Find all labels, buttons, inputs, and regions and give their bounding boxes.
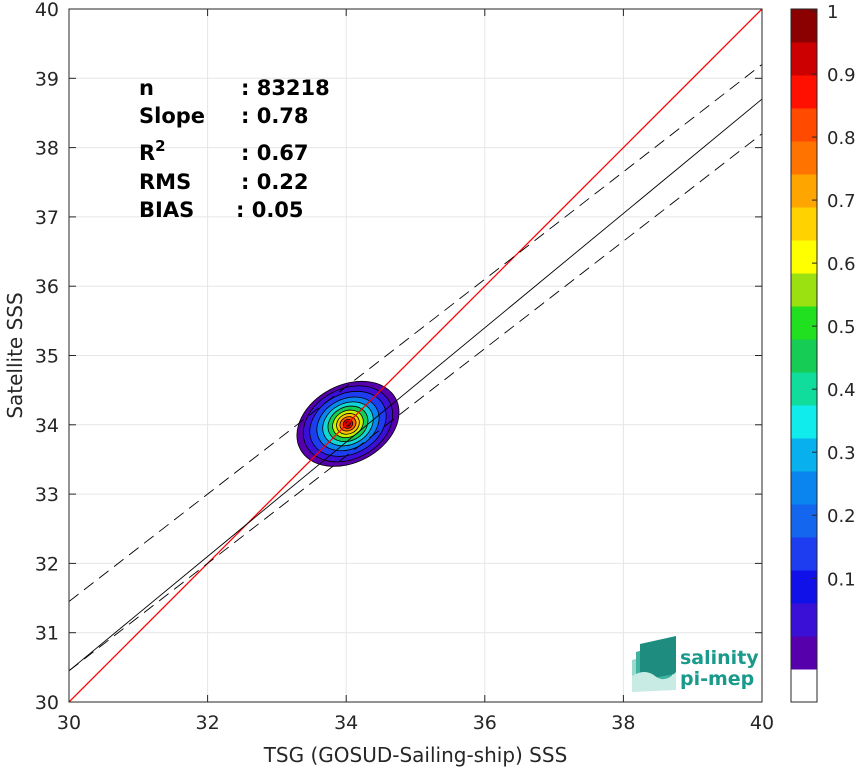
y-tick-label: 39 [35, 68, 59, 90]
logo-line1: salinity [680, 647, 759, 669]
colorbar-segment [791, 603, 817, 637]
stat-label-rms: RMS [139, 170, 191, 194]
colorbar-segment [791, 240, 817, 274]
y-tick-label: 40 [35, 0, 59, 21]
x-tick-label: 32 [196, 712, 220, 734]
stat-label-bias: BIAS [139, 198, 194, 222]
colorbar-label: 0.9 [827, 65, 856, 86]
x-tick-label: 34 [334, 712, 358, 734]
colorbar-segment [791, 669, 817, 703]
x-tick-label: 40 [750, 712, 774, 734]
y-axis: 30 31 32 33 34 35 36 37 38 39 40 [35, 0, 762, 714]
statistics-box: n : 83218 Slope : 0.78 R2 : 0.67 RMS : 0.22 BIAS… [139, 76, 330, 222]
y-tick-label: 31 [35, 623, 59, 645]
y-tick-label: 33 [35, 484, 59, 506]
salinity-pi-mep-logo: salinity pi-mep [632, 636, 759, 692]
stat-value-rms: : 0.22 [241, 170, 309, 194]
colorbar-segment [791, 570, 817, 604]
x-tick-label: 36 [473, 712, 497, 734]
colorbar-segment [791, 405, 817, 439]
colorbar-segment [791, 9, 817, 43]
y-tick-label: 38 [35, 138, 59, 160]
colorbar-label: 0.3 [827, 443, 856, 464]
colorbar-label: 1 [827, 2, 838, 23]
y-tick-label: 36 [35, 276, 59, 298]
colorbar-segment [791, 207, 817, 241]
stat-value-r: : 0.67 [241, 141, 309, 165]
x-axis: 30 32 34 36 38 40 [57, 9, 774, 734]
colorbar-segment [791, 174, 817, 208]
stat-label-slope: Slope [139, 104, 205, 128]
colorbar-label: 0.8 [827, 128, 856, 149]
colorbar-segment [791, 75, 817, 109]
colorbar: 0.1 0.2 0.3 0.4 0.5 0.6 0.7 0.8 0.9 1 [790, 2, 856, 703]
identity-line [69, 9, 762, 702]
colorbar-segment [791, 438, 817, 472]
y-tick-label: 34 [35, 415, 59, 437]
colorbar-frame [790, 8, 818, 703]
regression-line [69, 98, 762, 672]
colorbar-label: 0.4 [827, 380, 856, 401]
colorbar-label: 0.7 [827, 191, 856, 212]
x-tick-label: 30 [57, 712, 81, 734]
stat-value-n: : 83218 [241, 76, 330, 100]
logo-wave-icon [632, 636, 676, 692]
colorbar-segment [791, 108, 817, 142]
stat-label-n: n [139, 76, 154, 100]
colorbar-label: 0.2 [827, 506, 856, 527]
colorbar-label: 0.1 [827, 569, 856, 590]
plot-area [69, 9, 762, 702]
colorbar-segment [791, 471, 817, 505]
colorbar-label: 0.5 [827, 317, 856, 338]
confidence-line-2 [69, 133, 762, 672]
colorbar-label: 0.6 [827, 254, 856, 275]
colorbar-segment [791, 636, 817, 670]
colorbar-segment [791, 504, 817, 538]
y-tick-label: 37 [35, 207, 59, 229]
stat-label-r: R2 [139, 137, 166, 165]
x-tick-label: 38 [611, 712, 635, 734]
y-axis-label: Satellite SSS [3, 292, 27, 418]
y-tick-label: 35 [35, 346, 59, 368]
confidence-line-1 [69, 64, 762, 602]
colorbar-segment [791, 306, 817, 340]
stat-value-bias: : 0.05 [236, 198, 304, 222]
x-axis-label: TSG (GOSUD-Sailing-ship) SSS [263, 743, 568, 767]
logo-line2: pi-mep [680, 668, 754, 690]
colorbar-segment [791, 273, 817, 307]
y-tick-label: 30 [35, 692, 59, 714]
stat-value-slope: : 0.78 [241, 104, 309, 128]
colorbar-segment [791, 537, 817, 571]
colorbar-segment [791, 141, 817, 175]
colorbar-segment [791, 339, 817, 373]
y-tick-label: 32 [35, 553, 59, 575]
colorbar-segment [791, 42, 817, 76]
